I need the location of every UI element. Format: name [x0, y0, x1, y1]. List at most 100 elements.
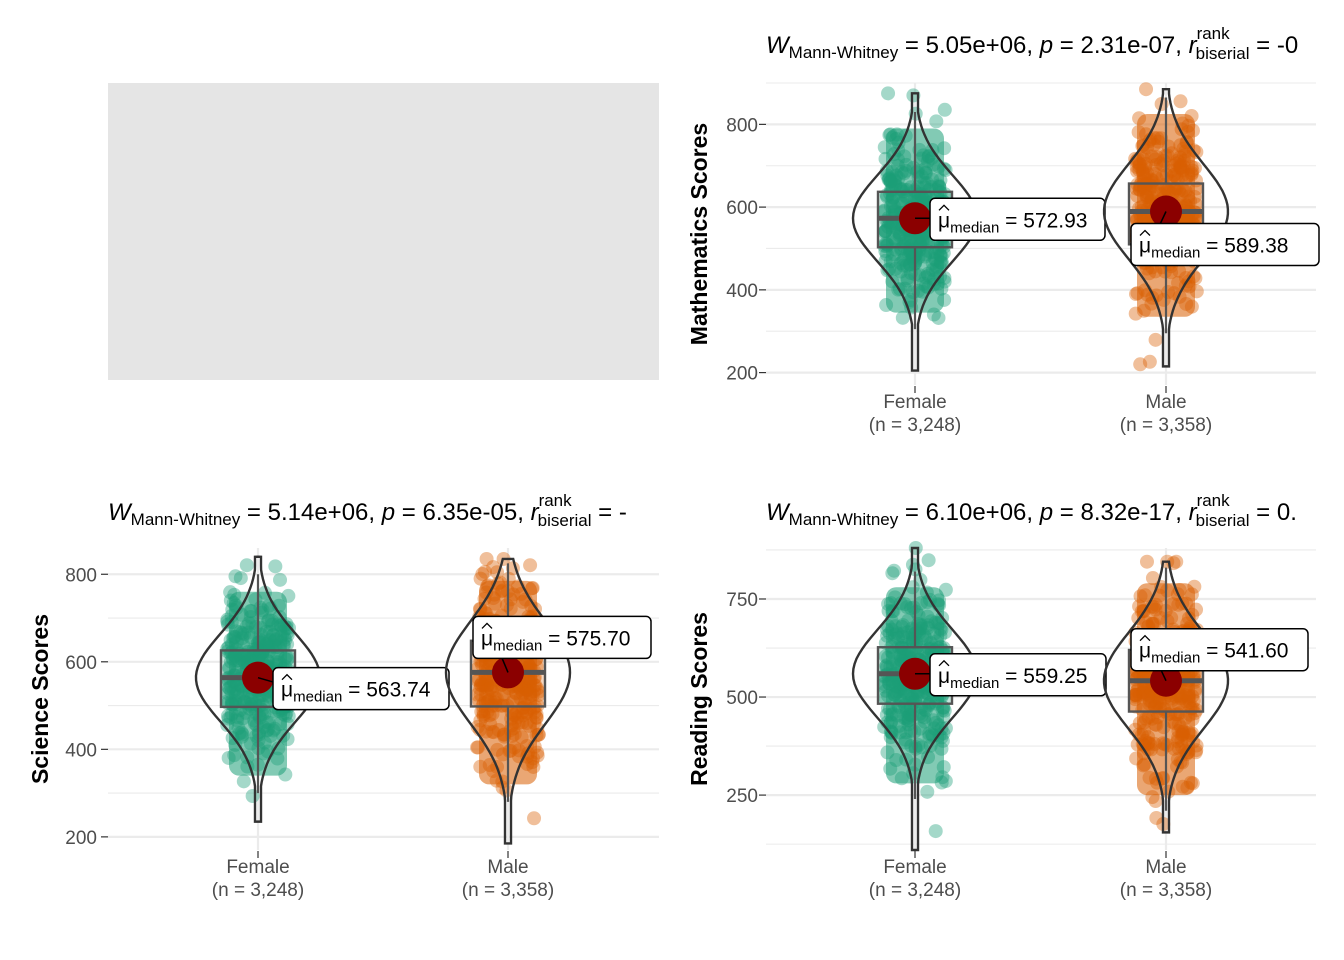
title-sep: , — [1026, 32, 1039, 59]
jitter-point — [273, 572, 288, 587]
median-value: 572.93 — [1023, 209, 1087, 232]
panel-reading: 250 500 750 Reading Scores WMann-Whitney = 6… — [686, 491, 1316, 901]
title-r-sup: rank — [1197, 491, 1231, 510]
title-w-value: 5.05e+06 — [926, 32, 1027, 59]
median-value: 541.60 — [1224, 640, 1288, 663]
title-p-value: 6.35e-05 — [422, 499, 517, 526]
median-eq: = — [999, 209, 1023, 232]
jitter-point — [233, 571, 248, 586]
title-p: p — [381, 499, 395, 526]
hat-icon — [1139, 229, 1151, 236]
title-eq: = — [240, 499, 267, 526]
median-label: μmedian = 559.25 — [938, 665, 1087, 692]
y-axis-label: Mathematics Scores — [686, 123, 712, 345]
title-p: p — [1039, 32, 1053, 59]
y-axis-label: Reading Scores — [686, 612, 712, 786]
jitter-point — [928, 824, 943, 839]
group-female: μmedian = 563.74 — [194, 555, 450, 823]
title-r: r — [1189, 499, 1198, 526]
y-tick-label: 250 — [726, 786, 758, 807]
jitter-point — [523, 558, 538, 573]
title-eq: = — [395, 499, 422, 526]
jitter-point — [881, 86, 896, 101]
x-tick-n-label: (n = 3,248) — [869, 415, 961, 436]
title-r-sub: biserial — [1196, 511, 1250, 530]
title-eq: = — [1250, 32, 1277, 59]
y-tick-label: 400 — [65, 740, 97, 761]
jitter-point — [527, 811, 542, 826]
chart-title: WMann-Whitney = 6.10e+06, p = 8.32e-17, … — [766, 491, 1297, 530]
jitter-point — [1139, 554, 1154, 569]
panel-mathematics: 200 400 600 800 Mathematics Scores WMann-Whit… — [686, 24, 1320, 436]
title-w-value: 6.10e+06 — [926, 499, 1027, 526]
median-symbol: μ — [938, 665, 950, 688]
group-male: μmedian = 575.70 — [444, 551, 652, 845]
title-w-value: 5.14e+06 — [268, 499, 369, 526]
median-eq: = — [1200, 235, 1224, 258]
median-symbol: μ — [481, 627, 493, 650]
jitter-point — [236, 774, 251, 789]
median-eq: = — [999, 665, 1023, 688]
x-tick-label: Female — [226, 857, 289, 878]
median-sub: median — [950, 675, 999, 692]
title-r-value: 0. — [1277, 499, 1297, 526]
x-tick-n-label: (n = 3,358) — [1120, 880, 1212, 901]
median-eq: = — [342, 679, 366, 702]
title-r: r — [1189, 32, 1198, 59]
median-sub: median — [293, 689, 342, 706]
jitter-point — [937, 102, 952, 117]
median-sub: median — [493, 637, 542, 654]
median-label-box — [472, 615, 652, 660]
violin — [851, 546, 979, 852]
title-text: WMann-Whitney = 5.14e+06, p = 6.35e-05, … — [108, 491, 627, 530]
jitter-point — [477, 564, 492, 579]
title-p-value: 2.31e-07 — [1080, 32, 1175, 59]
jitter-point — [268, 559, 283, 574]
title-w: W — [766, 32, 791, 59]
violin — [851, 92, 979, 372]
median-symbol: μ — [1139, 235, 1151, 258]
group-female: μmedian = 572.93 — [851, 86, 1106, 372]
title-eq: = — [898, 499, 925, 526]
title-r: r — [531, 499, 540, 526]
jitter-point — [1149, 810, 1164, 825]
y-tick-label: 200 — [65, 828, 97, 849]
median-label-box — [929, 653, 1107, 697]
group-male: μmedian = 541.60 — [1102, 554, 1309, 834]
median-label-box — [1130, 627, 1309, 672]
median-label: μmedian = 572.93 — [938, 209, 1087, 236]
jitter-point — [895, 310, 910, 325]
violin — [1102, 560, 1230, 834]
jitter-point — [1173, 94, 1188, 109]
title-w: W — [108, 499, 133, 526]
title-r-value: -0 — [1277, 32, 1298, 59]
title-p-value: 8.32e-17 — [1080, 499, 1175, 526]
violin — [1102, 87, 1230, 368]
hat-icon — [481, 622, 493, 629]
y-tick-label: 800 — [726, 115, 758, 136]
jitter-point — [920, 784, 935, 799]
title-sep: , — [1175, 32, 1188, 59]
median-value: 563.74 — [366, 679, 431, 702]
x-tick-label: Male — [487, 857, 528, 878]
title-eq: = — [898, 32, 925, 59]
median-eq: = — [542, 627, 566, 650]
jitter-point — [475, 567, 490, 582]
title-p: p — [1039, 499, 1053, 526]
jitter-point — [1139, 82, 1154, 97]
median-value: 589.38 — [1224, 235, 1288, 258]
group-female: μmedian = 559.25 — [851, 541, 1107, 852]
jitter-point — [1133, 357, 1148, 372]
title-stat: Mann-Whitney — [789, 43, 899, 62]
x-tick-n-label: (n = 3,248) — [869, 880, 961, 901]
title-eq: = — [1053, 32, 1080, 59]
chart-title: WMann-Whitney = 5.14e+06, p = 6.35e-05, … — [108, 491, 627, 530]
jitter-point — [1148, 794, 1163, 809]
jitter-point — [1142, 354, 1157, 369]
x-tick-label: Female — [883, 857, 946, 878]
median-symbol: μ — [938, 209, 950, 232]
y-tick-label: 800 — [65, 565, 97, 586]
jitter-point — [929, 114, 944, 129]
